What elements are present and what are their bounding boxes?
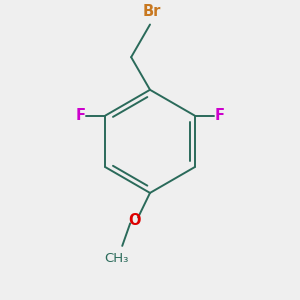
Text: Br: Br: [143, 4, 161, 19]
Text: F: F: [214, 108, 224, 123]
Text: O: O: [128, 213, 140, 228]
Text: F: F: [76, 108, 85, 123]
Text: CH₃: CH₃: [104, 252, 128, 265]
